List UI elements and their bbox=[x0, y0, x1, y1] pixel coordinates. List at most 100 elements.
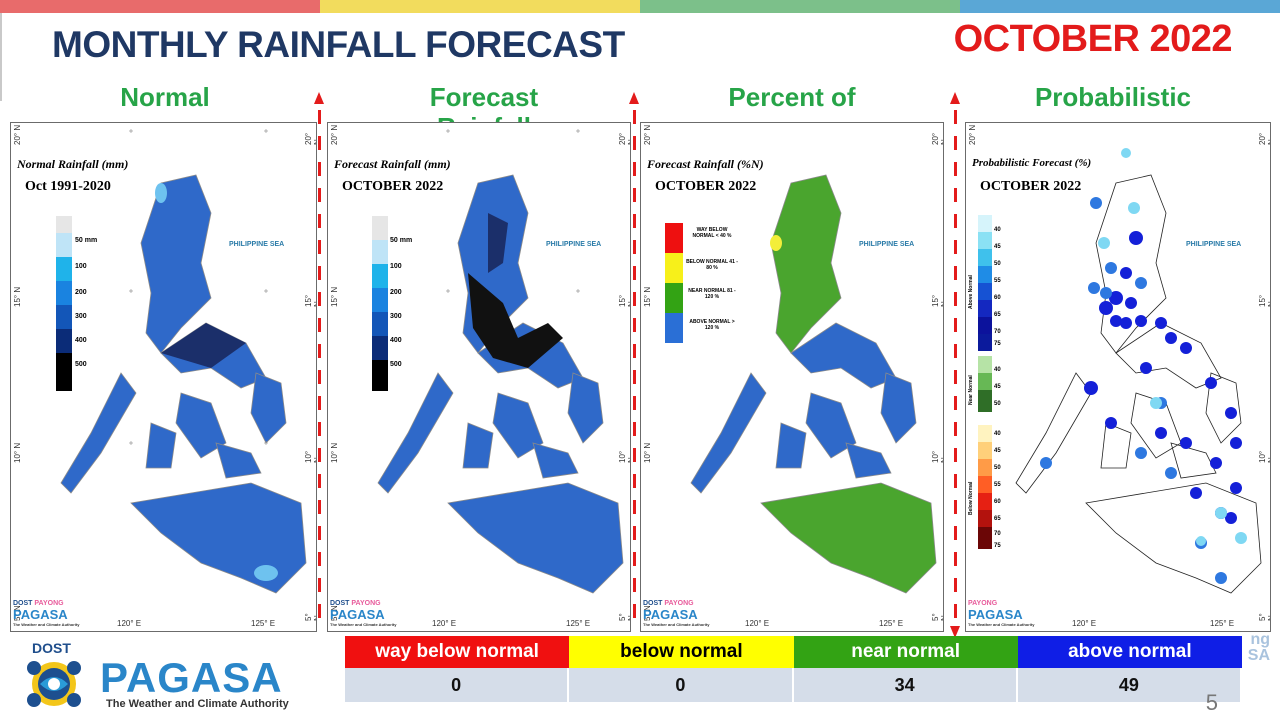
logo-dost: DOST bbox=[643, 600, 663, 607]
legend-value: 40 bbox=[994, 367, 1001, 373]
page-number: 5 bbox=[1205, 690, 1218, 715]
background-logo-fragment: ng SA bbox=[1248, 632, 1270, 664]
legend-value: 55 bbox=[994, 278, 1001, 284]
legend-value: 45 bbox=[994, 384, 1001, 390]
top-color-bar bbox=[0, 0, 1280, 13]
map-subtitle: OCTOBER 2022 bbox=[342, 179, 444, 194]
lat-label: 10° N bbox=[643, 442, 652, 463]
arrow-up-icon bbox=[629, 92, 639, 104]
lat-label: 5° N bbox=[1258, 613, 1270, 621]
value-below-normal: 0 bbox=[569, 668, 794, 702]
legend-value: 55 bbox=[994, 482, 1001, 488]
philippines-map-normal bbox=[56, 129, 307, 594]
panel-divider-arrow bbox=[950, 92, 960, 638]
legend-label: NEAR NORMAL 81 - 120 % bbox=[688, 288, 736, 300]
legend-label: 300 bbox=[390, 313, 402, 320]
lat-label: 5° N bbox=[304, 613, 316, 621]
lat-label: 20° N bbox=[643, 124, 652, 145]
pagasa-small-logo: DOST PAYONG PAGASA The Weather and Clima… bbox=[13, 600, 79, 627]
lat-label: 10° N bbox=[931, 450, 943, 463]
pagasa-small-logo: DOST PAYONG PAGASA The Weather and Clima… bbox=[643, 600, 709, 627]
legend-value: 60 bbox=[994, 295, 1001, 301]
philippines-map-percent bbox=[665, 174, 937, 594]
legend-label: 50 mm bbox=[390, 237, 413, 244]
lat-label: 20° N bbox=[330, 124, 339, 145]
map-subtitle: OCTOBER 2022 bbox=[655, 179, 757, 194]
legend-label: 400 bbox=[75, 337, 87, 344]
lat-label: 20° N bbox=[1258, 132, 1270, 145]
lat-label: 20° N bbox=[13, 124, 22, 145]
logo-pagasa: PAGASA bbox=[330, 607, 385, 622]
lat-label: 15° N bbox=[618, 294, 630, 307]
map-panel-probabilistic: Probabilistic Forecast (%) OCTOBER 2022 … bbox=[965, 122, 1271, 632]
lat-label: 15° N bbox=[13, 286, 22, 307]
arrow-down-icon bbox=[950, 626, 960, 638]
lat-label: 10° N bbox=[13, 442, 22, 463]
legend-label: BELOW NORMAL 41 - 80 % bbox=[686, 259, 738, 271]
legend-value: 50 bbox=[994, 465, 1001, 471]
lat-label: 20° N bbox=[618, 132, 630, 145]
logo-pagasa: PAGASA bbox=[968, 607, 1023, 622]
value-way-below-normal: 0 bbox=[345, 668, 570, 702]
ghost-text: SA bbox=[1247, 647, 1270, 664]
category-count-table: way below normal below normal near norma… bbox=[345, 636, 1242, 702]
legend-label: 200 bbox=[75, 289, 87, 296]
header-below-normal: below normal bbox=[569, 636, 794, 668]
logo-payong: PAYONG bbox=[351, 600, 381, 607]
map-title: Normal Rainfall (mm) bbox=[17, 157, 129, 171]
logo-payong: PAYONG bbox=[34, 600, 64, 607]
legend-label: 100 bbox=[390, 263, 402, 270]
legend-value: 50 bbox=[994, 261, 1001, 267]
lat-label: 20° N bbox=[931, 132, 943, 145]
lat-label: 15° N bbox=[304, 294, 316, 307]
lon-label: 125° E bbox=[879, 619, 904, 628]
legend-label: 200 bbox=[390, 289, 402, 296]
ghost-text: ng bbox=[1250, 631, 1270, 648]
brand-dost: DOST bbox=[32, 640, 71, 656]
logo-authority: The Weather and Climate Authority bbox=[330, 622, 397, 627]
legend-value: 65 bbox=[994, 312, 1001, 318]
philippines-map-probabilistic bbox=[978, 148, 1262, 594]
panel-label-percent: Percent of bbox=[728, 82, 856, 112]
top-bar-segment bbox=[0, 0, 320, 13]
lat-label: 20° N bbox=[304, 132, 316, 145]
header-near-normal: near normal bbox=[793, 636, 1018, 668]
lon-label: 120° E bbox=[745, 619, 770, 628]
legend-label: WAY BELOW NORMAL < 40 % bbox=[692, 227, 732, 239]
lat-label: 10° N bbox=[330, 442, 339, 463]
pagasa-small-logo: PAYONG PAGASA The Weather and Climate Au… bbox=[968, 600, 1034, 627]
top-bar-segment bbox=[960, 0, 1280, 13]
logo-pagasa: PAGASA bbox=[643, 607, 698, 622]
legend-value: 40 bbox=[994, 227, 1001, 233]
map-title: Probabilistic Forecast (%) bbox=[972, 157, 1092, 169]
legend-value: 70 bbox=[994, 329, 1001, 335]
lat-label: 10° N bbox=[618, 450, 630, 463]
header-above-normal: above normal bbox=[1017, 636, 1242, 668]
top-bar-segment bbox=[320, 0, 640, 13]
logo-authority: The Weather and Climate Authority bbox=[968, 622, 1035, 627]
lon-label: 120° E bbox=[1072, 619, 1097, 628]
table-header-row: way below normal below normal near norma… bbox=[345, 636, 1242, 668]
panel-divider-arrow bbox=[314, 92, 324, 632]
panel-divider-arrow bbox=[629, 92, 639, 632]
arrow-up-icon bbox=[950, 92, 960, 104]
pagasa-logo: DOST PAGASA The Weather and Climate Auth… bbox=[14, 640, 314, 716]
legend-value: 40 bbox=[994, 431, 1001, 437]
pagasa-small-logo: DOST PAYONG PAGASA The Weather and Clima… bbox=[330, 600, 396, 627]
divider-dash bbox=[954, 110, 957, 630]
pagasa-emblem-icon bbox=[27, 661, 81, 707]
map-title: Forecast Rainfall (%N) bbox=[647, 157, 764, 171]
lat-label: 10° N bbox=[304, 450, 316, 463]
legend-label: 300 bbox=[75, 313, 87, 320]
legend-value: 70 bbox=[994, 531, 1001, 537]
legend-value: 45 bbox=[994, 448, 1001, 454]
lon-label: 120° E bbox=[117, 619, 142, 628]
legend-label: 500 bbox=[75, 361, 87, 368]
brand-tagline: The Weather and Climate Authority bbox=[106, 698, 289, 710]
legend-group-near-normal: Near Normal bbox=[968, 375, 974, 405]
lat-label: 15° N bbox=[330, 286, 339, 307]
legend-label: ABOVE NORMAL > 120 % bbox=[689, 319, 735, 331]
logo-payong: PAYONG bbox=[968, 600, 998, 607]
page-title: MONTHLY RAINFALL FORECAST bbox=[52, 24, 625, 65]
legend-label: 100 bbox=[75, 263, 87, 270]
